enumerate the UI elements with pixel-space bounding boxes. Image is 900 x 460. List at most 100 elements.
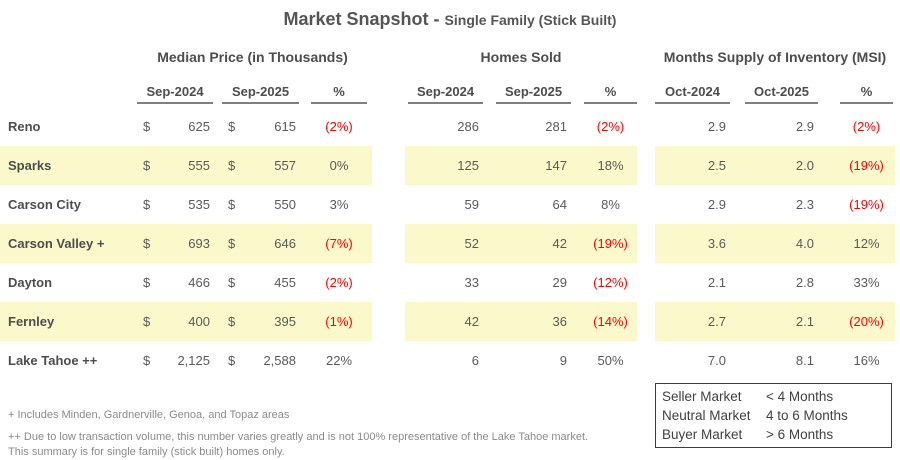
- median-2024-cell: $535: [137, 197, 213, 212]
- dollar-sign: $: [228, 353, 236, 368]
- legend-label: Seller Market: [662, 389, 742, 404]
- value: 555: [188, 158, 210, 173]
- median-2024-cell: $625: [137, 119, 213, 134]
- msi-2025-cell: 4.0: [795, 236, 814, 251]
- homes-2025-cell: 36: [552, 314, 567, 329]
- median-pct-cell: 22%: [325, 353, 353, 368]
- value: 615: [274, 119, 296, 134]
- median-2025-cell: $395: [222, 314, 299, 329]
- homes-pct-cell: (2%): [596, 119, 625, 134]
- value: 550: [274, 197, 296, 212]
- median-pct-cell: 3%: [329, 197, 349, 212]
- homes-2024-cell: 33: [464, 275, 479, 290]
- median-pct-cell: (1%): [325, 314, 353, 329]
- row-label: Fernley: [8, 314, 55, 329]
- homes-2025-cell: 9: [559, 353, 567, 368]
- dollar-sign: $: [143, 314, 151, 329]
- dollar-sign: $: [143, 353, 151, 368]
- homes-2024-cell: 52: [464, 236, 479, 251]
- col-header-median-sep2024: Sep-2024: [137, 84, 213, 104]
- msi-2025-cell: 2.1: [795, 314, 814, 329]
- row-label: Sparks: [8, 158, 52, 173]
- median-2024-cell: $693: [137, 236, 213, 251]
- footnote-carson-valley: + Includes Minden, Gardnerville, Genoa, …: [8, 409, 290, 421]
- footnotes: + Includes Minden, Gardnerville, Genoa, …: [8, 408, 588, 460]
- median-2025-cell: $557: [222, 158, 299, 173]
- homes-2025-cell: 29: [552, 275, 567, 290]
- median-2025-cell: $455: [222, 275, 299, 290]
- msi-pct-cell: 12%: [853, 236, 880, 251]
- homes-2025-cell: 42: [552, 236, 567, 251]
- spacer: [0, 49, 133, 65]
- table-row-reno: Reno $625 $615 (2%) 286 281 (2%) 2.9 2.9…: [0, 107, 895, 146]
- homes-pct-cell: (14%): [593, 314, 628, 329]
- median-pct-cell: (2%): [325, 119, 353, 134]
- median-2025-cell: $646: [222, 236, 299, 251]
- group-header-homes-sold: Homes Sold: [480, 49, 562, 65]
- median-2024-cell: $466: [137, 275, 213, 290]
- msi-2024-cell: 7.0: [707, 353, 726, 368]
- dollar-sign: $: [228, 275, 236, 290]
- footnote-lake-tahoe: ++ Due to low transaction volume, this n…: [8, 431, 589, 443]
- spacer: [637, 49, 655, 65]
- row-label: Reno: [8, 119, 41, 134]
- page-title: Market Snapshot - Single Family (Stick Bu…: [0, 9, 900, 30]
- dollar-sign: $: [143, 275, 151, 290]
- msi-2024-cell: 2.5: [707, 158, 726, 173]
- legend-value: < 4 Months: [766, 389, 834, 404]
- group-header-row: Median Price (in Thousands) Homes Sold M…: [0, 49, 895, 65]
- column-header-row: Sep-2024 Sep-2025 % Sep-2024 Sep-2025 % …: [0, 84, 895, 104]
- table-row-lake-tahoe: Lake Tahoe ++ $2,125 $2,588 22% 6 9 50% …: [0, 341, 895, 380]
- median-2024-cell: $555: [137, 158, 213, 173]
- table-row-sparks: Sparks $555 $557 0% 125 147 18% 2.5 2.0 …: [0, 146, 895, 185]
- median-pct-cell: (7%): [325, 236, 353, 251]
- value: 693: [188, 236, 210, 251]
- value: 625: [188, 119, 210, 134]
- median-2024-cell: $400: [137, 314, 213, 329]
- title-subtitle: Single Family (Stick Built): [444, 12, 617, 28]
- homes-pct-cell: 18%: [597, 158, 624, 173]
- col-header-msi-oct2025: Oct-2025: [745, 84, 818, 104]
- homes-2024-cell: 42: [464, 314, 479, 329]
- dollar-sign: $: [228, 314, 236, 329]
- dollar-sign: $: [143, 158, 151, 173]
- spacer: [372, 49, 405, 65]
- data-table: Reno $625 $615 (2%) 286 281 (2%) 2.9 2.9…: [0, 107, 895, 380]
- table-row-carson-city: Carson City $535 $550 3% 59 64 8% 2.9 2.…: [0, 185, 895, 224]
- col-header-msi-oct2024: Oct-2024: [655, 84, 730, 104]
- value: 646: [274, 236, 296, 251]
- dollar-sign: $: [228, 197, 236, 212]
- msi-pct-cell: (2%): [852, 119, 881, 134]
- legend-label: Buyer Market: [662, 427, 743, 442]
- col-header-homes-pct: %: [584, 84, 637, 104]
- homes-pct-cell: 8%: [601, 197, 620, 212]
- homes-pct-cell: (12%): [593, 275, 628, 290]
- dollar-sign: $: [143, 236, 151, 251]
- table-row-carson-valley: Carson Valley + $693 $646 (7%) 52 42 (19…: [0, 224, 895, 263]
- value: 535: [188, 197, 210, 212]
- msi-2024-cell: 2.9: [707, 197, 726, 212]
- homes-2025-cell: 147: [545, 158, 567, 173]
- dollar-sign: $: [143, 197, 151, 212]
- msi-pct-cell: (19%): [849, 158, 884, 173]
- row-label: Carson Valley +: [8, 236, 105, 251]
- value: 395: [274, 314, 296, 329]
- median-2024-cell: $2,125: [137, 353, 213, 368]
- table-row-fernley: Fernley $400 $395 (1%) 42 36 (14%) 2.7 2…: [0, 302, 895, 341]
- msi-pct-cell: (19%): [849, 197, 884, 212]
- msi-pct-cell: 33%: [853, 275, 880, 290]
- legend-row-buyer: Buyer Market > 6 Months: [662, 425, 891, 444]
- legend-label: Neutral Market: [662, 408, 751, 423]
- value: 400: [188, 314, 210, 329]
- value: 2,588: [263, 353, 296, 368]
- col-header-homes-sep2025: Sep-2025: [496, 84, 571, 104]
- median-2025-cell: $2,588: [222, 353, 299, 368]
- dollar-sign: $: [228, 119, 236, 134]
- homes-pct-cell: 50%: [597, 353, 624, 368]
- homes-2024-cell: 6: [471, 353, 479, 368]
- msi-2025-cell: 2.3: [795, 197, 814, 212]
- median-pct-cell: 0%: [329, 158, 349, 173]
- row-label: Carson City: [8, 197, 81, 212]
- homes-2025-cell: 281: [545, 119, 567, 134]
